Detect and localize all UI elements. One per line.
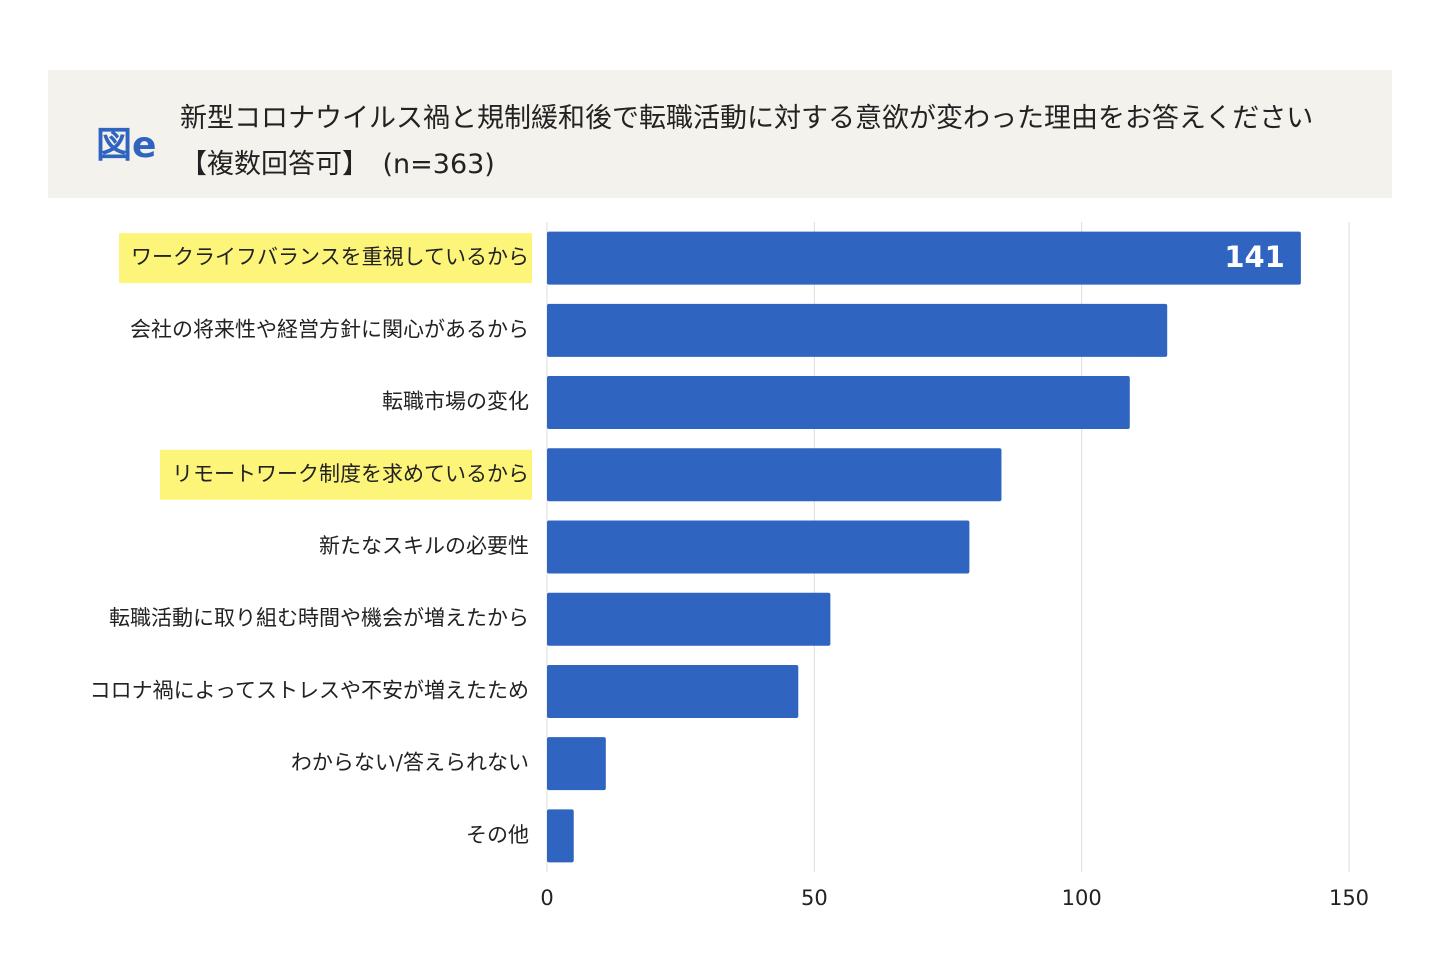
- x-tick-label: 50: [801, 886, 828, 910]
- y-tick-label: リモートワーク制度を求めているから: [172, 462, 529, 486]
- bar: [547, 231, 1301, 285]
- header: 図e 新型コロナウイルス禍と規制緩和後で転職活動に対する意欲が変わった理由をお答…: [48, 70, 1392, 198]
- y-tick-label: 転職活動に取り組む時間や機会が増えたから: [109, 606, 529, 630]
- bar: [547, 376, 1130, 430]
- y-tick-label: わからない/答えられない: [291, 751, 529, 775]
- highlights: [119, 233, 532, 500]
- figure-label: 図e: [96, 125, 157, 166]
- bar: [547, 303, 1168, 357]
- x-tick-label: 150: [1329, 886, 1369, 910]
- label-highlight: [160, 449, 532, 500]
- bar: [547, 592, 831, 646]
- bar: [547, 737, 606, 791]
- x-tick-label: 100: [1062, 886, 1102, 910]
- y-tick-label: コロナ禍によってストレスや不安が増えたため: [90, 678, 529, 702]
- y-tick-label: 会社の将来性や経営方針に関心があるから: [130, 317, 529, 341]
- bar: [547, 664, 799, 718]
- y-tick-label: その他: [466, 823, 529, 847]
- bar: [547, 448, 1002, 502]
- label-highlight: [119, 233, 532, 284]
- bar: [547, 809, 574, 863]
- bar: [547, 520, 970, 574]
- x-tick-label: 0: [540, 886, 553, 910]
- value-label: 141: [1224, 240, 1285, 274]
- y-tick-label: 転職市場の変化: [382, 390, 529, 414]
- y-tick-label: 新たなスキルの必要性: [319, 534, 529, 558]
- y-tick-label: ワークライフバランスを重視しているから: [131, 245, 529, 269]
